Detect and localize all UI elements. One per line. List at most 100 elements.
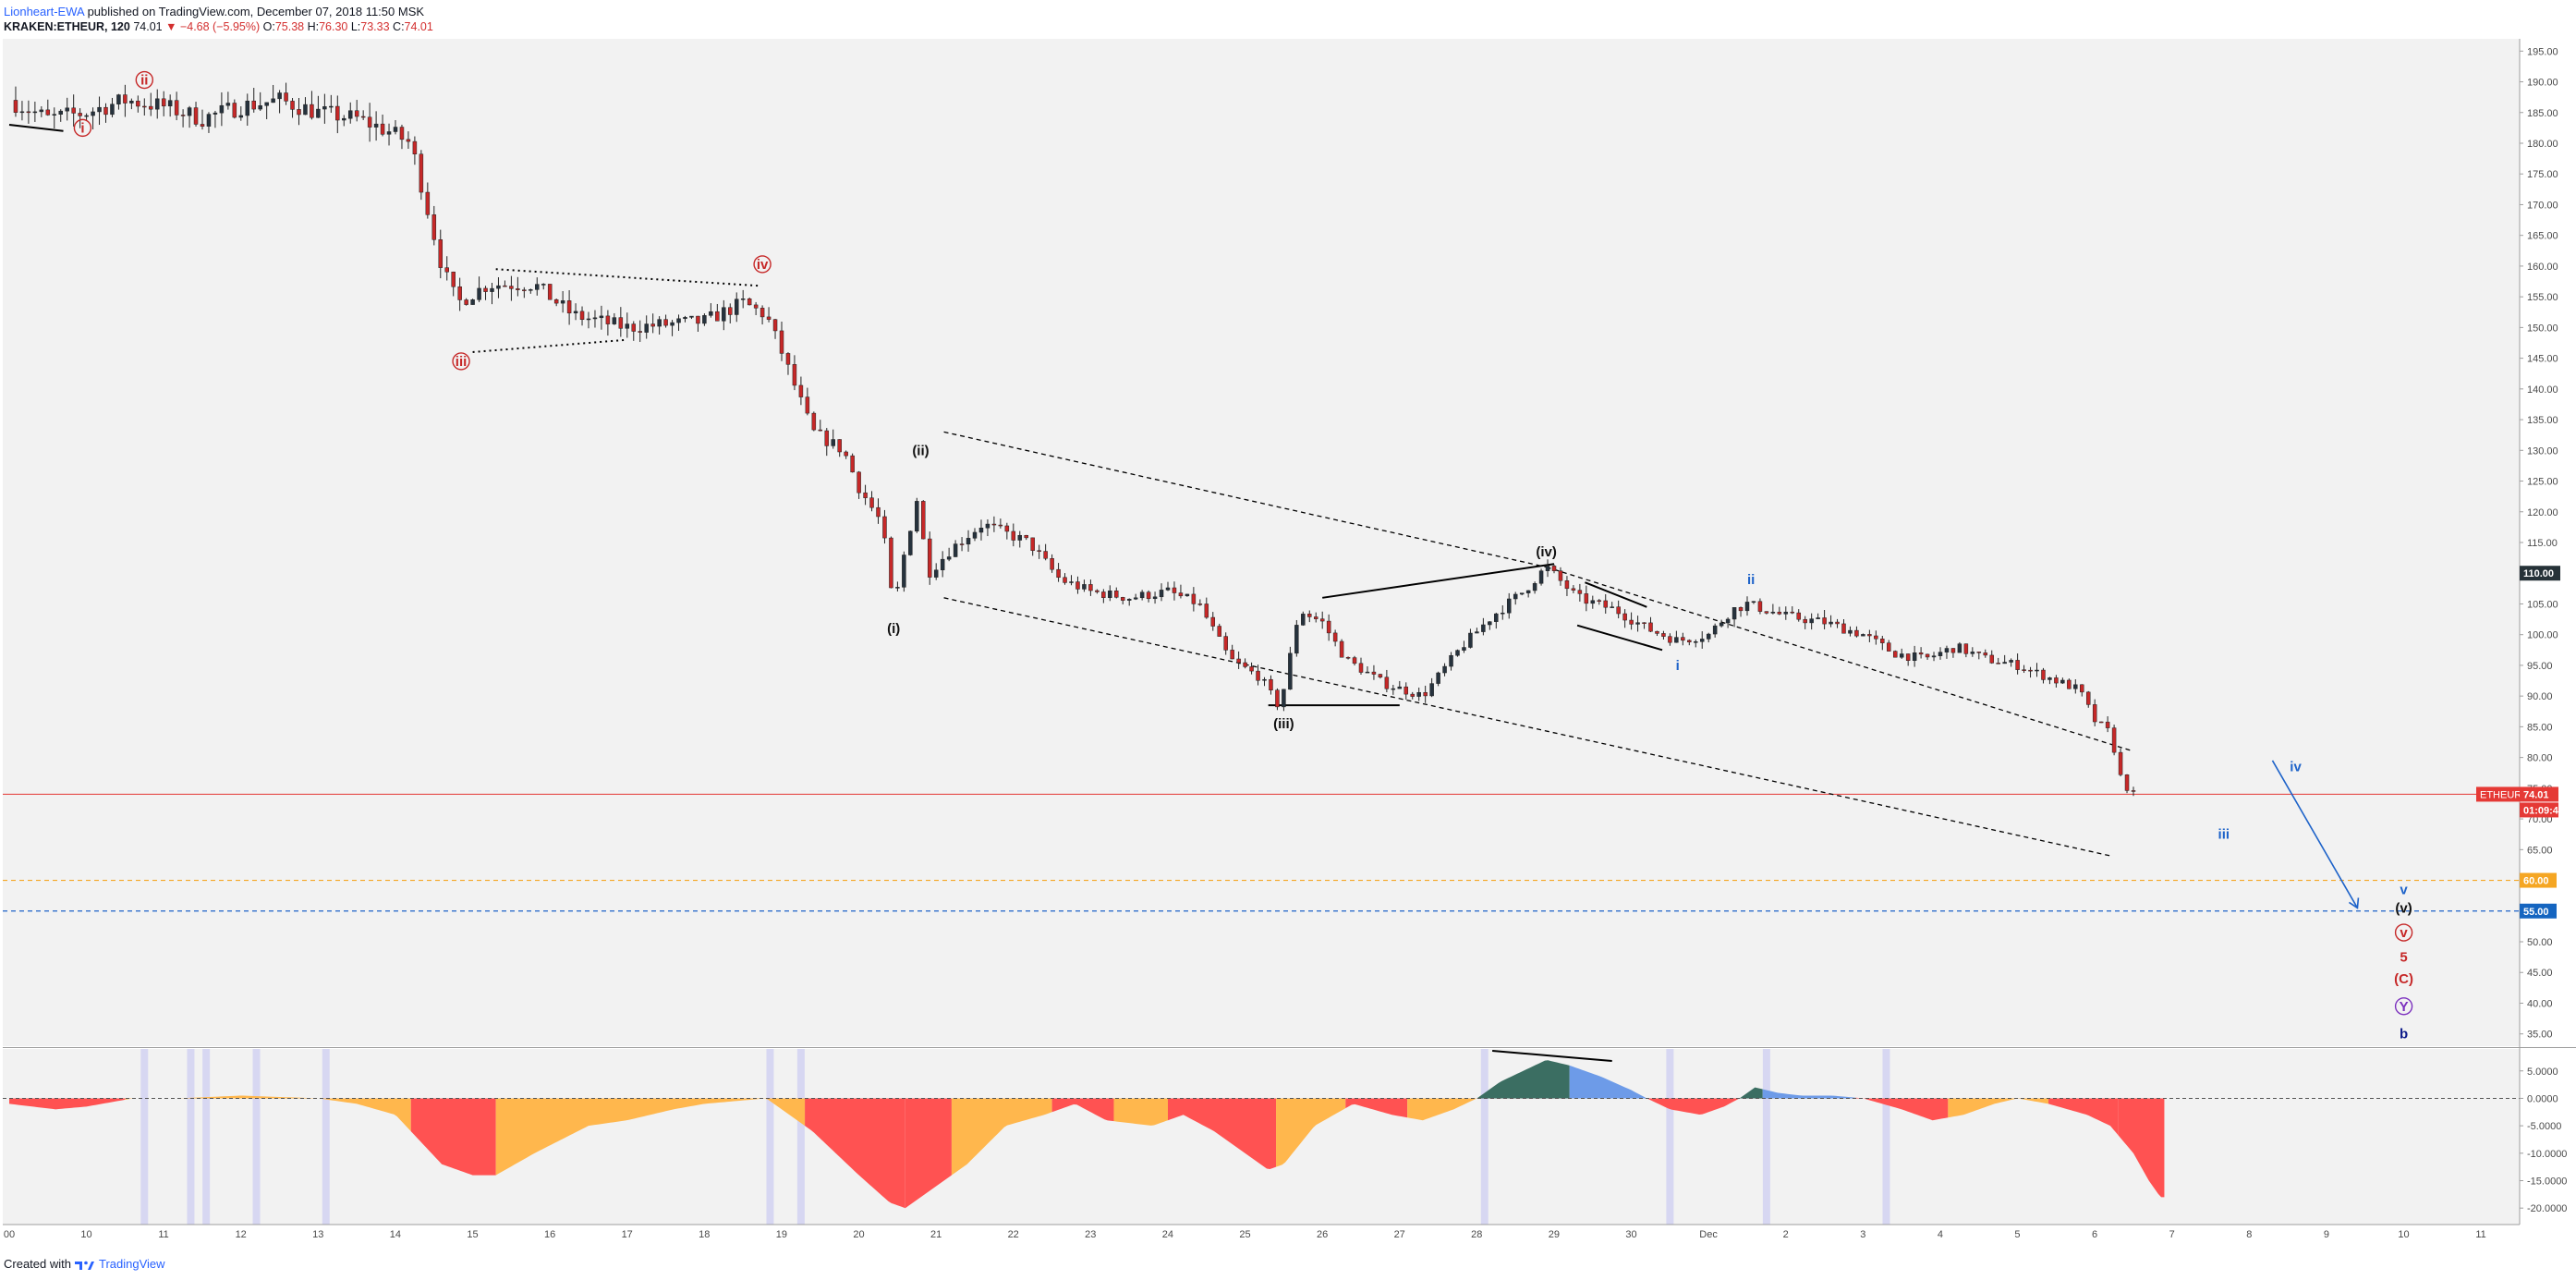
wave-label-text: iv (2290, 760, 2302, 775)
candle (1075, 576, 1080, 594)
wave-label: 5 (2400, 950, 2407, 966)
candle (1610, 602, 1614, 608)
candle (902, 551, 906, 592)
candle-body (1159, 590, 1164, 598)
candle (335, 95, 340, 134)
candle (1616, 600, 1621, 619)
candle-body (316, 108, 321, 118)
osc-area-segment (1569, 1065, 1647, 1099)
candle-body (393, 127, 398, 132)
candle (547, 284, 553, 300)
candle (1197, 599, 1203, 606)
time-tick-label: 16 (544, 1229, 555, 1240)
candle-body (161, 98, 166, 107)
candle-body (193, 107, 199, 125)
candle-body (2028, 669, 2033, 672)
osc-area-segment (1276, 1098, 1346, 1167)
candle (516, 276, 520, 297)
candle-body (863, 492, 868, 498)
candle-body (657, 319, 662, 327)
time-tick-label: 24 (1162, 1229, 1173, 1240)
candle-body (245, 100, 250, 116)
candle-body (1339, 640, 1344, 658)
osc-area-segment (1113, 1098, 1168, 1126)
candle (373, 111, 379, 141)
candle (722, 299, 726, 331)
candle (1912, 645, 1917, 667)
price-tick-label: 195.00 (2527, 46, 2558, 57)
candle-body (58, 110, 63, 115)
candle-body (1642, 622, 1646, 624)
candle-body (1577, 590, 1583, 594)
candle-body (1950, 648, 1956, 653)
candle-body (824, 430, 830, 446)
candle (805, 387, 810, 416)
candle (1159, 583, 1164, 602)
candle (715, 303, 720, 322)
down-arrow-icon: ▼ (165, 20, 177, 33)
osc-divergence-line (1492, 1050, 1612, 1062)
candle (97, 96, 102, 126)
candle-body (1475, 631, 1479, 634)
candle (811, 411, 817, 432)
candle (535, 277, 540, 296)
price-tick-label: 140.00 (2527, 384, 2558, 396)
candle-body (142, 105, 147, 108)
osc-area-segment (1762, 1089, 1856, 1099)
candle-body (1178, 592, 1184, 597)
candle-body (1017, 534, 1023, 541)
wave-label: i (73, 118, 92, 138)
time-axis[interactable]: 00 10 11 12 13 14 15 16 17 18 19 20 21 22 23 24 25 26 27 28… (3, 1224, 2520, 1240)
candle (1744, 596, 1750, 616)
candle (1687, 639, 1692, 646)
candle (45, 99, 51, 116)
candle (1004, 522, 1010, 540)
candle (412, 136, 418, 165)
candle-body (1313, 616, 1318, 619)
price-tags: ETHEUR 74.01 01:09:48 60.00 55.00 110.00 (2476, 566, 2564, 919)
last-price-tag: 74.01 (2520, 786, 2558, 802)
candle-body (915, 501, 919, 531)
candle-body (933, 569, 939, 578)
price-axis[interactable]: 195.00 190.00 185.00 180.00 175.00 170.00 165.… (3, 39, 2576, 1225)
wave-label: iv (2290, 760, 2302, 775)
candle (1191, 587, 1197, 612)
price-tick-label: 130.00 (2527, 445, 2558, 457)
candle-body (1494, 613, 1499, 622)
candle-body (1597, 600, 1602, 602)
candle (1661, 630, 1666, 640)
candle-body (342, 117, 346, 121)
candle (206, 112, 212, 133)
candle (483, 286, 488, 300)
candle (1694, 639, 1698, 648)
candle (1996, 657, 2000, 664)
candle-body (284, 92, 288, 102)
candle (663, 314, 668, 328)
candle-body (1217, 626, 1221, 637)
candle-body (2124, 774, 2130, 791)
candle-body (850, 455, 855, 473)
wave-label: (iii) (1273, 716, 1294, 732)
candle (579, 306, 585, 326)
candle-body (1770, 611, 1776, 614)
candle (1629, 612, 1634, 630)
candle (747, 297, 752, 306)
candle-body (1571, 588, 1576, 591)
author-link[interactable]: Lionheart-EWA (4, 5, 84, 18)
candle-body (818, 429, 823, 432)
candle (1095, 589, 1100, 594)
oscillator-axis[interactable]: 5.0000 0.0000 -5.0000 -10.0000 -15.0000 -20.0… (2520, 1067, 2567, 1214)
candle (1462, 640, 1466, 653)
candle-body (1024, 534, 1028, 539)
candle-body (1532, 583, 1537, 591)
candle-body (1584, 593, 1589, 604)
candle-body (373, 123, 379, 128)
osc-tick-label: -5.0000 (2527, 1121, 2561, 1132)
candle (1069, 575, 1074, 586)
candle-body (2041, 669, 2046, 680)
candle (1861, 633, 1865, 637)
tradingview-link[interactable]: TradingView (98, 1257, 165, 1271)
candle (1371, 664, 1377, 680)
candle (876, 498, 881, 524)
